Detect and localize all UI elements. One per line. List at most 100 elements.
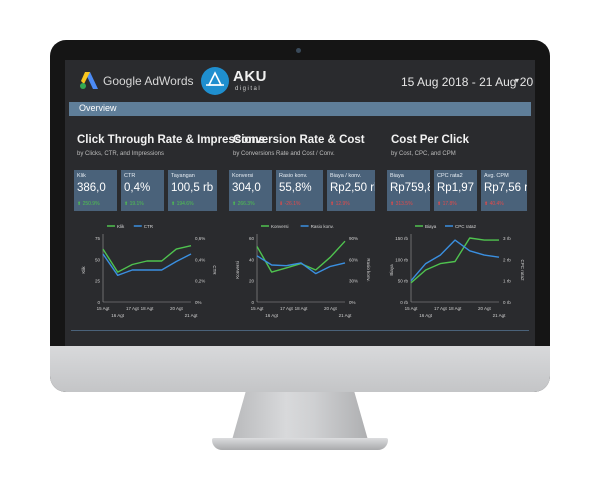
y-tick-label: 50 rb: [398, 279, 409, 284]
y-tick-label-right: 0,4%: [195, 257, 205, 262]
monitor-stand-base: [212, 438, 388, 450]
scorecard-delta: ⬆ 313.5%: [390, 201, 413, 207]
y-axis-title-right: CPC rata2: [520, 259, 525, 281]
tab-overview[interactable]: Overview: [79, 103, 117, 113]
dashboard-header: Google AdWords AKU digital 15 Aug 2018 -…: [65, 60, 535, 102]
scorecard-delta: ⬆ 250.9%: [77, 201, 100, 207]
y-tick-label: 60: [249, 236, 255, 241]
scorecard-label: Klik: [77, 173, 86, 179]
scorecard-delta: ⬆ 12.9%: [330, 201, 350, 207]
webcam-dot: [296, 48, 301, 53]
line-chart-ctr: Klik CTR 0 25 50 75 0% 0,2% 0,4% 0,6% Klik CTR 15 Ag…: [81, 224, 217, 318]
scorecard-cpc-rata2[interactable]: CPC rata2 Rp1,97 rb ⬆ 17.8%: [434, 170, 477, 211]
x-tick-label: 21 Agt: [185, 313, 199, 318]
y-tick-label-right: 3 rb: [503, 236, 511, 241]
section-title-ctr: Click Through Rate & Impressions: [77, 134, 265, 146]
x-tick-label: 17 Agt: [126, 306, 140, 311]
y-tick-label-right: 0%: [195, 300, 202, 305]
y-axis-title-right: Rasio konv.: [366, 258, 371, 281]
scorecard-tayangan[interactable]: Tayangan 100,5 rb ⬆ 194.6%: [168, 170, 217, 211]
scorecard-ctr[interactable]: CTR 0,4% ⬆ 19.1%: [121, 170, 164, 211]
y-tick-label: 100 rb: [395, 257, 408, 262]
x-tick-label: 16 Agt: [419, 313, 433, 318]
aku-logo-text: AKU: [233, 68, 267, 85]
aku-logo-icon: [201, 67, 229, 95]
section-title-cpc: Cost Per Click: [391, 134, 469, 146]
y-tick-label: 20: [249, 279, 255, 284]
series-line-cpc-rata2: [410, 239, 500, 282]
scorecard-value: Rp1,97 rb: [437, 182, 477, 194]
scorecard-delta: ⬆ 266.3%: [232, 201, 255, 207]
scorecard-label: Biaya / konv.: [330, 173, 362, 179]
y-axis-title-right: CTR: [212, 265, 217, 275]
scorecard-delta: ⬇ -26.1%: [279, 201, 301, 207]
scorecard-biaya[interactable]: Biaya Rp759,80 rb ⬆ 313.5%: [387, 170, 430, 211]
monitor-chin: [50, 346, 550, 392]
x-tick-label: 21 Agt: [493, 313, 507, 318]
x-tick-label: 16 Agt: [265, 313, 279, 318]
y-tick-label: 150 rb: [395, 236, 408, 241]
legend-label-0: Biaya: [425, 224, 437, 229]
x-tick-label: 15 Agt: [405, 306, 419, 311]
y-axis-title: Klik: [81, 266, 86, 274]
caret-down-icon[interactable]: ▾: [515, 76, 520, 85]
x-tick-label: 18 Agt: [449, 306, 463, 311]
legend-label-0: Konversi: [271, 224, 289, 229]
y-tick-label-right: 1 rb: [503, 279, 511, 284]
scorecard-value: Rp7,56 rb: [484, 182, 527, 194]
y-tick-label-right: 0,6%: [195, 236, 205, 241]
y-tick-label-right: 2 rb: [503, 257, 511, 262]
scorecard-label: Biaya: [390, 173, 404, 179]
y-tick-label-right: 30%: [349, 279, 358, 284]
series-line-rasio-konv-: [256, 255, 346, 275]
y-tick-label-right: 90%: [349, 236, 358, 241]
scorecard-value: 0,4%: [124, 182, 151, 194]
line-chart-conversion: Konversi Rasio konv. 0 20 40 60 0% 30% 60% 90% Kon…: [235, 224, 371, 318]
x-tick-label: 20 Agt: [170, 306, 184, 311]
legend-label-1: CPC rata2: [455, 224, 477, 229]
x-tick-label: 15 Agt: [97, 306, 111, 311]
series-line-konversi: [256, 240, 346, 273]
scorecard-biaya-konv[interactable]: Biaya / konv. Rp2,50 rb ⬆ 12.9%: [327, 170, 375, 211]
scorecard-delta: ⬆ 40.4%: [484, 201, 504, 207]
scorecard-label: Tayangan: [171, 173, 195, 179]
section-subtitle-conversion: by Conversions Rate and Cost / Conv.: [233, 151, 335, 157]
x-tick-label: 18 Agt: [295, 306, 309, 311]
y-axis-title: Konversi: [235, 261, 240, 279]
scorecard-label: CPC rata2: [437, 173, 463, 179]
monitor-frame: Google AdWords AKU digital 15 Aug 2018 -…: [50, 40, 550, 392]
scorecard-delta: ⬆ 194.6%: [171, 201, 194, 207]
date-range-selector[interactable]: 15 Aug 2018 - 21 Aug 20: [401, 75, 534, 89]
scorecard-value: 386,0: [77, 182, 106, 194]
scorecard-klik[interactable]: Klik 386,0 ⬆ 250.9%: [74, 170, 117, 211]
series-line-ctr: [102, 253, 192, 276]
x-tick-label: 20 Agt: [478, 306, 492, 311]
x-tick-label: 18 Agt: [141, 306, 155, 311]
series-line-biaya: [410, 237, 499, 284]
y-tick-label: 25: [95, 279, 101, 284]
legend-label-1: Rasio konv.: [311, 224, 334, 229]
x-tick-label: 15 Agt: [251, 306, 265, 311]
legend-label-1: CTR: [144, 224, 154, 229]
y-tick-label-right: 0,2%: [195, 279, 205, 284]
aku-logo-subtext: digital: [235, 86, 262, 92]
x-tick-label: 21 Agt: [339, 313, 353, 318]
section-subtitle-ctr: by Clicks, CTR, and Impressions: [77, 151, 165, 157]
scorecard-value: 55,8%: [279, 182, 312, 194]
monitor-stand-neck: [232, 392, 368, 440]
y-tick-label-right: 0 rb: [503, 300, 511, 305]
y-tick-label-right: 0%: [349, 300, 356, 305]
section-title-conversion: Conversion Rate & Cost: [233, 134, 365, 146]
dashboard-screen: Google AdWords AKU digital 15 Aug 2018 -…: [65, 60, 535, 346]
scorecard-rasio-konv[interactable]: Rasio konv. 55,8% ⬇ -26.1%: [276, 170, 323, 211]
scorecard-delta: ⬆ 17.8%: [437, 201, 457, 207]
series-line-klik: [102, 245, 192, 273]
brand-name: Google AdWords: [103, 74, 194, 88]
adwords-logo-icon: [80, 72, 98, 89]
scorecard-value: 304,0: [232, 182, 261, 194]
scorecard-konversi[interactable]: Konversi 304,0 ⬆ 266.3%: [229, 170, 272, 211]
scorecard-avg-cpm[interactable]: Avg. CPM Rp7,56 rb ⬆ 40.4%: [481, 170, 527, 211]
y-tick-label: 0 rb: [400, 300, 408, 305]
y-tick-label: 75: [95, 236, 101, 241]
